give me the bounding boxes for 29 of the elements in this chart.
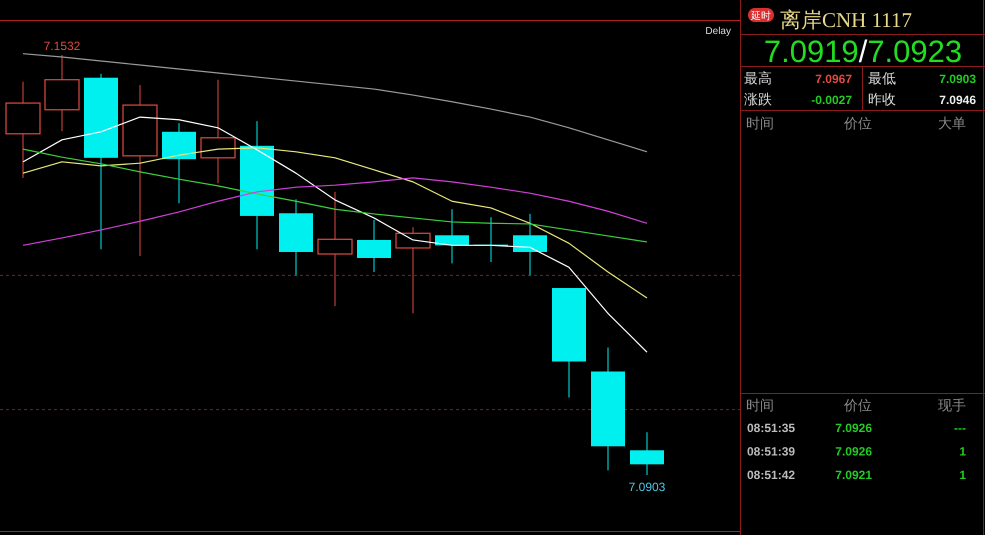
text: 7.0926 — [835, 421, 872, 435]
text: 现手 — [938, 397, 966, 413]
text: 1 — [959, 468, 966, 482]
text: 7.0946 — [939, 93, 976, 107]
text: 时间 — [746, 115, 774, 131]
text: 08:51:35 — [747, 421, 796, 435]
text: 最高 — [744, 70, 772, 86]
text: 价位 — [843, 397, 872, 413]
annotation: 7.1532 — [44, 39, 81, 53]
text: Delay — [705, 26, 731, 37]
text: 08:51:42 — [747, 468, 796, 482]
text: 7.0903 — [939, 72, 976, 86]
text: 08:51:39 — [747, 444, 796, 458]
text: 最低 — [868, 70, 896, 86]
text: 时间 — [746, 397, 774, 413]
text: 7.0967 — [815, 72, 852, 86]
text: --- — [954, 421, 966, 435]
text: 7.0921 — [835, 468, 872, 482]
text: 价位 — [843, 115, 872, 131]
text: 1 — [959, 444, 966, 458]
text: 大单 — [938, 115, 966, 131]
text: -0.0027 — [811, 93, 852, 107]
text: 昨收 — [868, 91, 896, 107]
text: 7.0926 — [835, 444, 872, 458]
text: 延时 — [750, 10, 771, 22]
text: 7.0919/7.0923 — [764, 34, 962, 69]
text: 涨跌 — [744, 91, 772, 107]
text: 离岸CNH 1117 — [780, 8, 912, 32]
annotation: 7.0903 — [628, 480, 666, 494]
